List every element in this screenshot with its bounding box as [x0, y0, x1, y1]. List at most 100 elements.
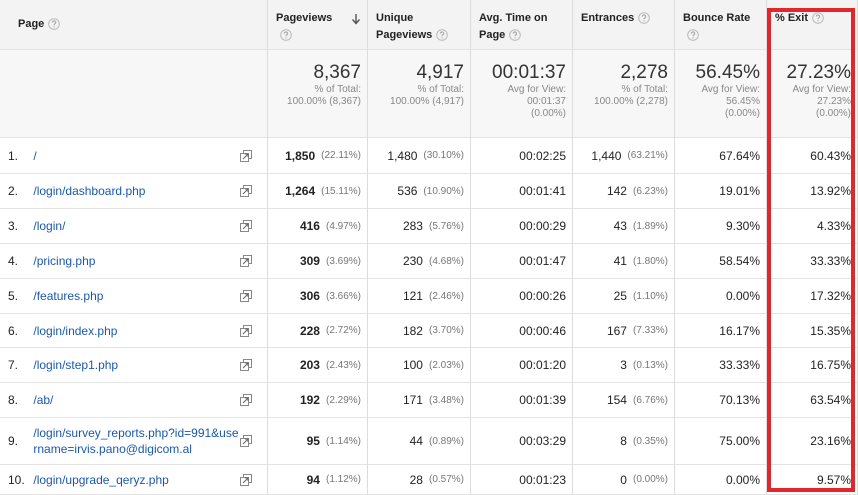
- help-icon[interactable]: [687, 29, 699, 41]
- data-cell: 95 (1.14%): [268, 418, 368, 465]
- page-link[interactable]: /: [33, 148, 37, 163]
- page-link[interactable]: /ab/: [33, 393, 54, 407]
- row-index: 10.: [8, 472, 25, 487]
- cell-value: 9.30%: [725, 219, 760, 233]
- data-cell: 3 (0.13%): [573, 348, 675, 383]
- data-cell: 94 (1.12%): [268, 465, 368, 495]
- data-cell: 309 (3.69%): [268, 244, 368, 279]
- summary-note: (0.00%): [530, 108, 566, 119]
- open-page-icon[interactable]: [240, 324, 252, 337]
- help-icon[interactable]: [509, 29, 522, 41]
- open-page-icon[interactable]: [240, 394, 252, 406]
- cell-value: 63.54%: [810, 393, 851, 407]
- page-link[interactable]: /features.php: [33, 289, 104, 303]
- cell-value: 100: [402, 358, 423, 372]
- cell-value: 28: [409, 472, 423, 487]
- cell-value: 00:03:29: [519, 434, 566, 448]
- page-cell: 6. /login/index.php: [0, 314, 268, 348]
- cell-value: 94: [306, 472, 320, 487]
- column-header[interactable]: Bounce Rate: [675, 0, 767, 50]
- help-icon[interactable]: [812, 12, 824, 24]
- row-index: 7.: [8, 358, 19, 372]
- open-page-icon[interactable]: [240, 359, 252, 371]
- data-cell: 00:03:29: [471, 418, 573, 465]
- column-label[interactable]: Page: [18, 18, 45, 30]
- data-cell: 142 (6.23%): [573, 174, 675, 209]
- page-cell: 7. /login/step1.php: [0, 348, 268, 383]
- cell-value: 3: [620, 358, 627, 372]
- data-cell: 1,850 (22.11%): [268, 138, 368, 174]
- data-cell: 00:00:29: [471, 209, 573, 244]
- column-label[interactable]: Bounce Rate: [683, 12, 751, 24]
- page-link[interactable]: /login/survey_reports.php?id=991&usernam…: [33, 426, 239, 456]
- page-cell: 1. /: [0, 138, 268, 174]
- page-link[interactable]: /login/upgrade_qeryz.php: [33, 472, 169, 487]
- cell-percent: (10.90%): [423, 185, 464, 197]
- column-header[interactable]: Entrances: [573, 0, 675, 50]
- column-label[interactable]: Avg. Time on Page: [479, 12, 548, 41]
- cell-value: 306: [299, 289, 320, 303]
- summary-value: 56.45%: [695, 62, 760, 83]
- cell-value: 17.32%: [810, 289, 851, 303]
- summary-cell: 27.23% Avg for View: 27.23% (0.00%): [767, 50, 858, 138]
- help-icon[interactable]: [638, 12, 651, 24]
- cell-value: 00:00:26: [519, 289, 566, 303]
- data-cell: 16.17%: [675, 314, 767, 348]
- open-page-icon[interactable]: [240, 220, 252, 232]
- data-cell: 8 (0.35%): [573, 418, 675, 465]
- summary-note: % of Total:: [417, 84, 464, 95]
- column-label[interactable]: % Exit: [775, 12, 809, 24]
- data-cell: 00:01:41: [471, 174, 573, 209]
- data-cell: 19.01%: [675, 174, 767, 209]
- data-cell: 0.00%: [675, 465, 767, 495]
- cell-value: 00:01:23: [519, 472, 566, 487]
- cell-value: 00:01:41: [519, 184, 566, 198]
- cell-percent: (3.66%): [325, 290, 361, 302]
- help-icon[interactable]: [436, 29, 449, 41]
- open-page-icon[interactable]: [240, 290, 252, 302]
- page-link[interactable]: /login/dashboard.php: [33, 184, 146, 198]
- help-icon[interactable]: [280, 29, 292, 41]
- summary-cell: 00:01:37 Avg for View: 00:01:37 (0.00%): [471, 50, 573, 138]
- open-page-icon[interactable]: [240, 435, 252, 447]
- page-link[interactable]: /login/step1.php: [33, 358, 119, 372]
- summary-note: 27.23%: [817, 96, 851, 107]
- column-header[interactable]: Page: [0, 0, 268, 50]
- open-page-icon[interactable]: [240, 149, 252, 162]
- data-cell: 1,264 (15.11%): [268, 174, 368, 209]
- cell-percent: (2.72%): [325, 325, 361, 336]
- cell-value: 00:01:20: [519, 358, 566, 372]
- data-cell: 9.30%: [675, 209, 767, 244]
- cell-percent: (4.97%): [325, 220, 361, 232]
- cell-value: 13.92%: [810, 184, 851, 198]
- data-cell: 0 (0.00%): [573, 465, 675, 495]
- help-icon[interactable]: [48, 18, 61, 30]
- data-cell: 00:00:46: [471, 314, 573, 348]
- cell-value: 60.43%: [810, 148, 851, 163]
- page-link[interactable]: /login/index.php: [33, 323, 118, 338]
- column-header[interactable]: Pageviews: [268, 0, 368, 50]
- column-label[interactable]: Pageviews: [276, 12, 333, 24]
- open-page-icon[interactable]: [240, 185, 252, 197]
- summary-note: (0.00%): [724, 108, 760, 119]
- cell-percent: (0.57%): [428, 474, 464, 485]
- open-page-icon[interactable]: [240, 473, 252, 486]
- column-label[interactable]: Entrances: [581, 12, 635, 24]
- cell-value: 70.13%: [719, 393, 760, 407]
- cell-value: 8: [620, 434, 627, 448]
- cell-value: 43: [613, 219, 627, 233]
- cell-value: 00:01:39: [519, 393, 566, 407]
- column-header[interactable]: Avg. Time on Page: [471, 0, 573, 50]
- data-cell: 306 (3.66%): [268, 279, 368, 314]
- row-index: 2.: [8, 184, 19, 198]
- cell-percent: (3.69%): [325, 255, 361, 267]
- sort-arrow[interactable]: [351, 13, 361, 25]
- data-cell: 43 (1.89%): [573, 209, 675, 244]
- open-page-icon[interactable]: [240, 255, 252, 267]
- cell-value: 121: [402, 289, 423, 303]
- page-cell: 2. /login/dashboard.php: [0, 174, 268, 209]
- column-header[interactable]: Unique Pageviews: [368, 0, 471, 50]
- column-label[interactable]: Unique Pageviews: [376, 12, 433, 41]
- page-link[interactable]: /pricing.php: [33, 254, 96, 268]
- page-link[interactable]: /login/: [33, 219, 66, 233]
